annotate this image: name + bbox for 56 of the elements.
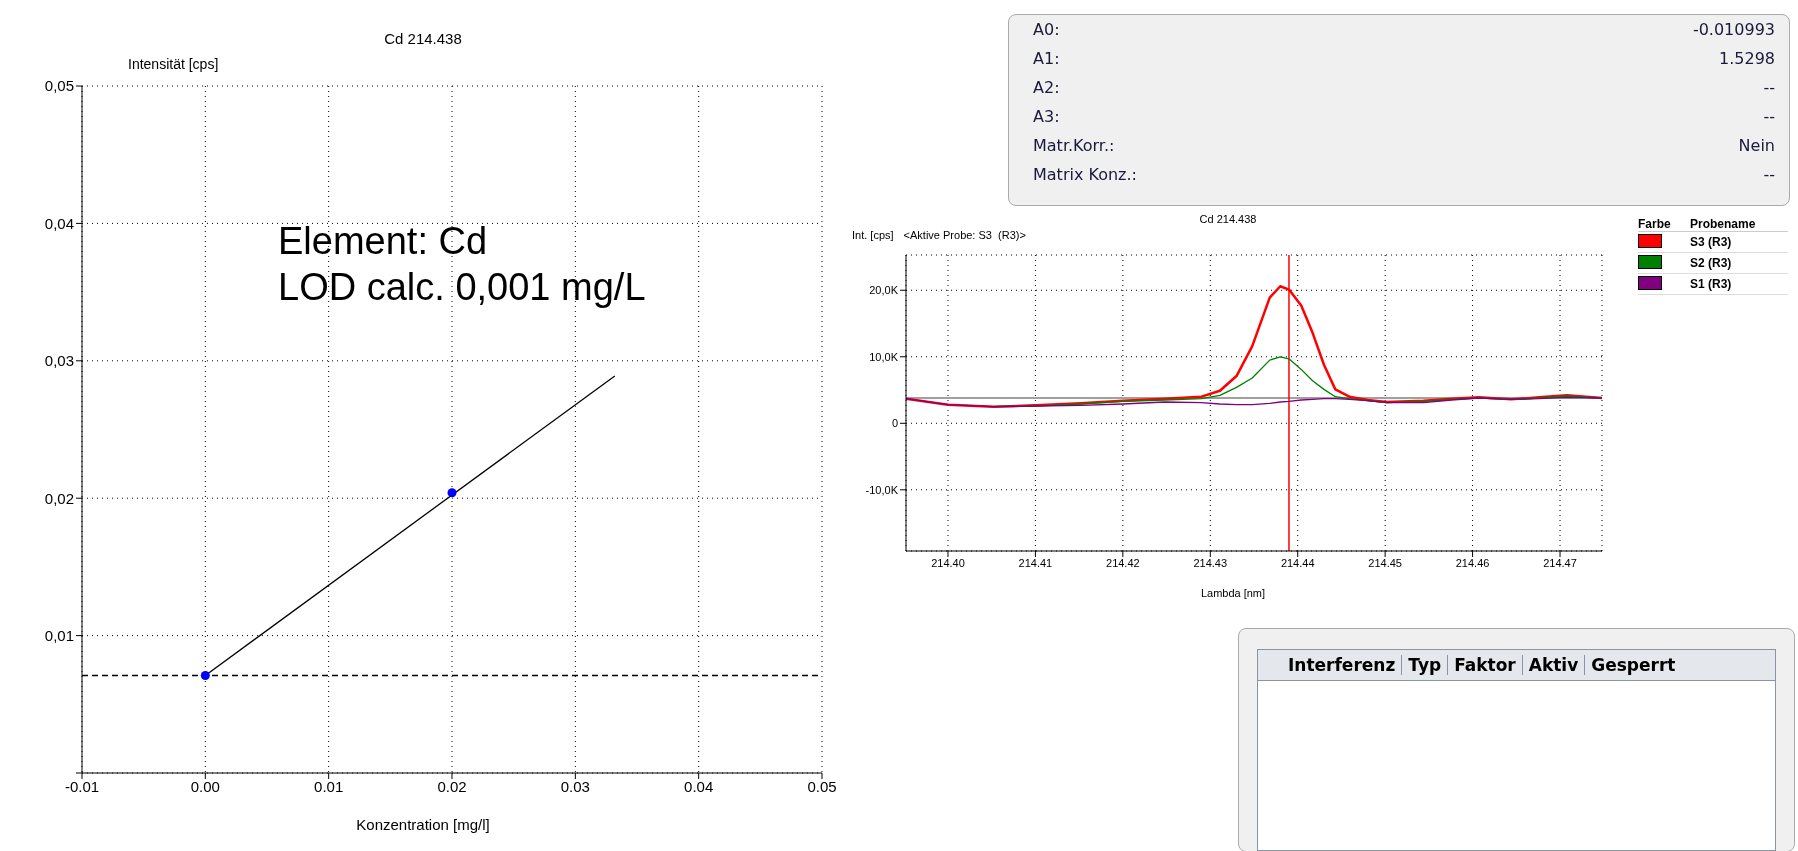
chart-subtitle: <Aktive Probe: S3 (R3)> — [903, 229, 1026, 241]
legend-label: S2 (R3) — [1690, 256, 1732, 270]
text: Gesperrt — [1584, 655, 1682, 675]
text: A2: — [1033, 77, 1060, 99]
x-axis-title: Lambda [nm] — [1199, 587, 1267, 599]
legend-label: S3 (R3) — [1690, 235, 1732, 249]
text: Aktiv — [1521, 655, 1585, 675]
text: -0.010993 — [1692, 19, 1775, 41]
text: A0: — [1033, 19, 1060, 41]
x-tick-label: 0.05 — [807, 777, 837, 795]
text: -- — [1763, 106, 1775, 128]
annotation: Element: Cd — [278, 219, 489, 264]
y-axis-title: Intensität [cps] — [128, 56, 219, 72]
y-tick-label: 0 — [891, 417, 898, 430]
x-axis-title: Konzentration [mg/l] — [355, 816, 491, 833]
x-tick-label: 0.03 — [560, 777, 590, 795]
y-tick-label: 0,05 — [44, 77, 74, 95]
x-tick-label: 214.40 — [931, 556, 965, 569]
y-tick-label: 0,01 — [44, 626, 74, 644]
text: 1.5298 — [1719, 48, 1775, 70]
x-tick-label: 214.46 — [1455, 556, 1490, 569]
text: Nein — [1738, 135, 1775, 157]
text: Matrix Konz.: — [1033, 164, 1137, 186]
text: Matr.Korr.: — [1033, 135, 1115, 157]
x-tick-label: 214.42 — [1106, 556, 1140, 569]
x-tick-label: 0.01 — [314, 777, 344, 795]
y-axis-title: Int. [cps] — [852, 229, 894, 241]
x-tick-label: -0.01 — [64, 777, 100, 795]
x-tick-label: 214.41 — [1018, 556, 1053, 569]
y-tick-label: 0,03 — [44, 352, 74, 370]
x-tick-label: 214.44 — [1280, 556, 1315, 569]
text: -- — [1763, 164, 1775, 186]
annotation: LOD calc. 0,001 mg/L — [278, 265, 646, 310]
x-tick-label: 0.00 — [190, 777, 220, 795]
y-tick-label: 20,0K — [869, 284, 899, 297]
legend-title: Probename — [1690, 217, 1756, 231]
text: -- — [1763, 77, 1775, 99]
x-tick-label: 214.43 — [1193, 556, 1228, 569]
text: Interferenz — [1287, 655, 1397, 675]
x-tick-label: 214.47 — [1543, 556, 1577, 569]
y-tick-label: 0,04 — [44, 214, 74, 232]
text: A3: — [1033, 106, 1060, 128]
y-tick-label: -10,0K — [865, 483, 899, 496]
x-tick-label: 0.04 — [684, 777, 714, 795]
text: Typ — [1401, 655, 1448, 675]
x-tick-label: 0.02 — [437, 777, 467, 795]
chart-title: Cd 214.438 — [1198, 213, 1258, 225]
y-tick-label: 0,02 — [44, 489, 74, 507]
y-tick-label: 10,0K — [869, 350, 899, 363]
line-series — [906, 396, 1602, 408]
text: Faktor — [1447, 655, 1522, 675]
x-tick-label: 214.45 — [1368, 556, 1402, 569]
text: Farbe — [1638, 217, 1672, 231]
chart-title: Cd 214.438 — [383, 30, 463, 47]
text: A1: — [1033, 48, 1060, 70]
legend-label: S1 (R3) — [1690, 277, 1732, 291]
